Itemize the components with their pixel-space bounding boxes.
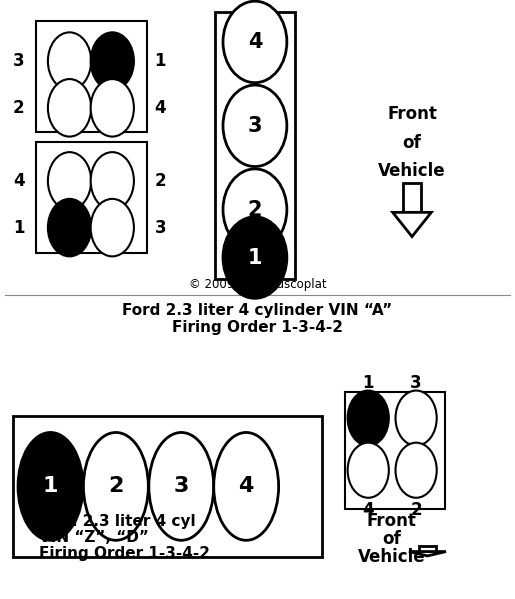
- Text: 1: 1: [43, 476, 58, 497]
- Text: Ford 2.3 liter 4 cylinder VIN “A”: Ford 2.3 liter 4 cylinder VIN “A”: [123, 302, 392, 318]
- Text: Front: Front: [367, 512, 416, 530]
- Text: 3: 3: [410, 374, 422, 392]
- Bar: [403, 183, 421, 213]
- Text: 1: 1: [13, 219, 25, 237]
- Text: Front: Front: [387, 105, 437, 123]
- Text: of: of: [403, 134, 421, 152]
- Bar: [419, 546, 436, 552]
- Polygon shape: [409, 552, 446, 556]
- Text: 3: 3: [174, 476, 189, 497]
- Ellipse shape: [396, 391, 437, 446]
- Text: 3: 3: [248, 116, 262, 136]
- Text: 4: 4: [238, 476, 254, 497]
- Polygon shape: [393, 213, 431, 237]
- Ellipse shape: [83, 432, 148, 540]
- Text: Ford 2.3 liter 4 cyl: Ford 2.3 liter 4 cyl: [39, 513, 195, 529]
- Bar: [215, 12, 295, 279]
- Ellipse shape: [223, 217, 287, 298]
- Ellipse shape: [223, 169, 287, 250]
- Ellipse shape: [348, 391, 389, 446]
- Ellipse shape: [48, 79, 91, 137]
- Ellipse shape: [91, 32, 134, 90]
- Ellipse shape: [223, 1, 287, 83]
- Text: 1: 1: [248, 247, 262, 268]
- Text: 3: 3: [13, 52, 25, 70]
- Text: VIN “Z”, “D”: VIN “Z”, “D”: [39, 530, 148, 545]
- Text: Vehicle: Vehicle: [357, 548, 425, 566]
- Ellipse shape: [149, 432, 214, 540]
- Ellipse shape: [48, 152, 91, 210]
- Bar: [36, 142, 147, 253]
- Text: 1: 1: [154, 52, 166, 70]
- Text: 2: 2: [154, 172, 166, 190]
- Ellipse shape: [18, 432, 83, 540]
- Ellipse shape: [48, 199, 91, 256]
- Ellipse shape: [348, 443, 389, 498]
- Ellipse shape: [48, 32, 91, 90]
- Text: 2: 2: [108, 476, 124, 497]
- Bar: [345, 392, 445, 509]
- Text: 2: 2: [410, 501, 422, 519]
- Text: Firing Order 1-3-4-2: Firing Order 1-3-4-2: [172, 320, 343, 335]
- Text: 4: 4: [13, 172, 25, 190]
- Ellipse shape: [214, 432, 279, 540]
- Ellipse shape: [396, 443, 437, 498]
- Text: 4: 4: [363, 501, 374, 519]
- Ellipse shape: [91, 152, 134, 210]
- Text: Vehicle: Vehicle: [378, 162, 446, 180]
- Text: of: of: [382, 530, 401, 548]
- Ellipse shape: [223, 85, 287, 167]
- Text: Firing Order 1-3-4-2: Firing Order 1-3-4-2: [39, 546, 210, 561]
- Text: 2: 2: [248, 199, 262, 220]
- Text: 4: 4: [248, 32, 262, 52]
- Text: © 2009 Rick Muscoplat: © 2009 Rick Muscoplat: [188, 278, 327, 291]
- Bar: [36, 21, 147, 132]
- Bar: [13, 416, 322, 557]
- Text: 2: 2: [13, 99, 25, 117]
- Ellipse shape: [91, 79, 134, 137]
- Text: 3: 3: [154, 219, 166, 237]
- Text: 4: 4: [154, 99, 166, 117]
- Ellipse shape: [91, 199, 134, 256]
- Text: 1: 1: [363, 374, 374, 392]
